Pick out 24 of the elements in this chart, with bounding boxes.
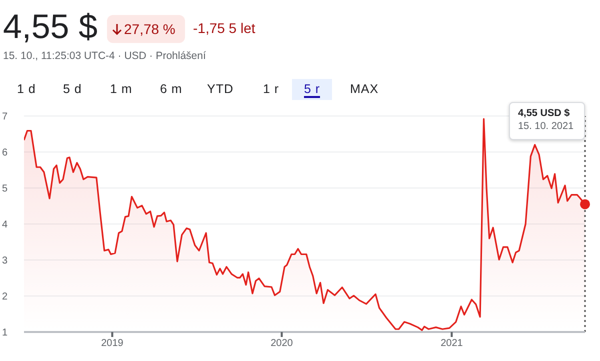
y-tick-label: 3 — [2, 256, 8, 267]
text: 27,78 % — [124, 21, 176, 37]
y-tick-label: 2 — [2, 292, 8, 303]
annotation: 4,55 USD $ — [518, 108, 571, 119]
text: 5 r — [304, 82, 320, 98]
text: YTD — [207, 82, 234, 96]
y-tick-label: 7 — [2, 112, 8, 123]
y-tick-label: 4 — [2, 220, 8, 231]
text: 1 d — [17, 82, 36, 96]
chart-subtitle: 15. 10., 11:25:03 UTC-4 · USD · Prohlášení — [3, 50, 206, 62]
text: -1,75 5 let — [193, 20, 256, 36]
y-tick-label: 5 — [2, 184, 8, 195]
x-tick-label: 2021 — [440, 338, 464, 350]
y-tick-label: 1 — [2, 328, 8, 339]
y-tick-label: 6 — [2, 148, 8, 159]
text: MAX — [350, 82, 379, 96]
text: 1 m — [110, 82, 132, 96]
chart-title: 4,55 $ — [3, 8, 98, 47]
text: 1 r — [263, 82, 280, 96]
text: 5 d — [63, 82, 82, 96]
annotation: 15. 10. 2021 — [518, 121, 575, 132]
text: 6 m — [160, 82, 182, 96]
x-tick-label: 2019 — [101, 338, 124, 350]
x-tick-label: 2020 — [270, 338, 294, 350]
